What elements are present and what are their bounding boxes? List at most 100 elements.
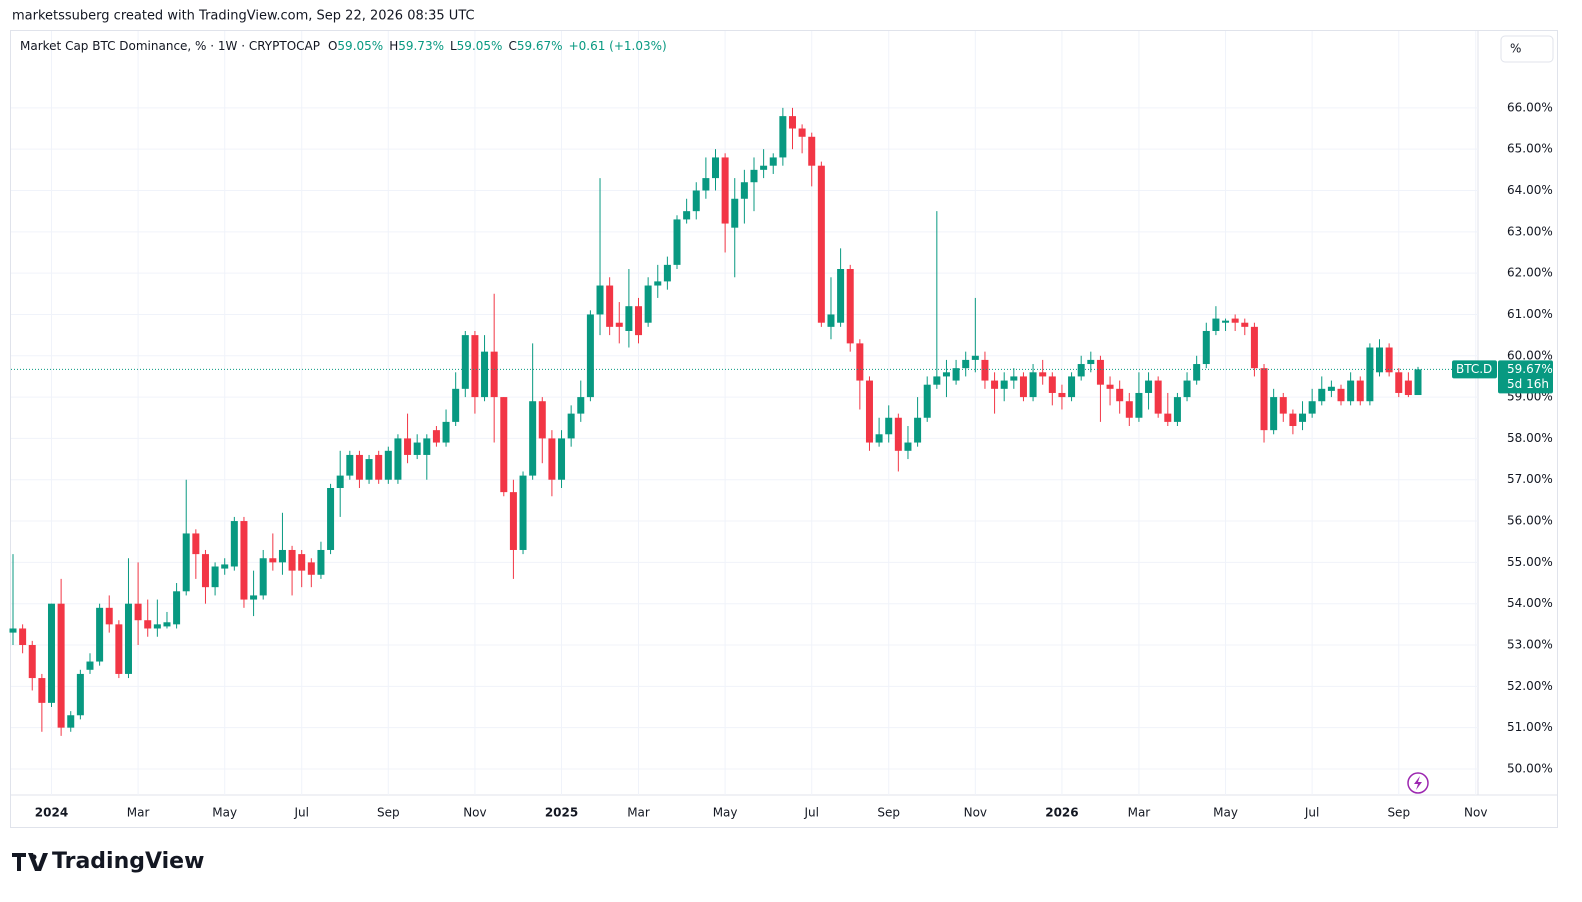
candle-body <box>731 198 739 228</box>
candle-body <box>856 343 864 381</box>
candle-body <box>1010 376 1018 381</box>
y-tick-label: 52.00% <box>1507 679 1553 693</box>
candle-body <box>327 487 335 550</box>
legend-change: +0.61 (+1.03%) <box>569 39 667 53</box>
candle-body <box>942 372 950 377</box>
candle-body <box>1029 372 1037 398</box>
candle-body <box>1289 413 1297 427</box>
candle-body <box>875 434 883 443</box>
candle-body <box>798 128 806 137</box>
candle-body <box>577 397 585 414</box>
lightning-icon[interactable] <box>1407 772 1429 794</box>
x-tick-label: Nov <box>463 806 486 820</box>
brand-logo <box>12 853 48 871</box>
candle-body <box>1241 322 1249 327</box>
candle-body <box>1173 397 1181 422</box>
y-tick-label: 57.00% <box>1507 472 1553 486</box>
candle-body <box>548 438 556 480</box>
candle-body <box>914 417 922 443</box>
x-tick-label: Mar <box>627 806 650 820</box>
x-tick-label: Jul <box>1304 806 1319 820</box>
candle-body <box>1404 380 1412 396</box>
x-tick-label: May <box>713 806 738 820</box>
candle-body <box>1193 364 1201 381</box>
last-price-tag <box>1498 360 1553 394</box>
grid <box>11 31 1478 795</box>
candle-body <box>952 368 960 381</box>
candle-body <box>779 116 787 158</box>
candle-body <box>1385 347 1393 373</box>
candle-body <box>1019 376 1027 398</box>
candle-body <box>230 521 238 567</box>
candle-body <box>57 603 65 728</box>
candles <box>9 107 1422 736</box>
candle-body <box>432 430 440 443</box>
chart-frame <box>10 30 1558 828</box>
candle-body <box>837 269 845 323</box>
y-tick-label: 66.00% <box>1507 100 1553 114</box>
symbol-tag-label: BTC.D <box>1456 362 1492 376</box>
x-tick-label: May <box>1213 806 1238 820</box>
candle-body <box>1222 320 1230 323</box>
y-tick-label: 50.00% <box>1507 761 1553 775</box>
y-tick-label: 61.00% <box>1507 307 1553 321</box>
x-tick-label: May <box>212 806 237 820</box>
candle-body <box>124 603 132 674</box>
candle-body <box>1414 369 1422 396</box>
candle-body <box>1279 397 1287 414</box>
candle-body <box>365 459 373 480</box>
candle-body <box>712 157 719 179</box>
candle-body <box>923 384 931 418</box>
x-tick-label: 2025 <box>545 806 578 820</box>
candle-body <box>885 417 893 435</box>
candle-body <box>461 335 469 389</box>
candle-body <box>663 264 671 282</box>
candle-body <box>1260 368 1268 431</box>
scale-button-label[interactable]: % <box>1510 42 1521 56</box>
candle-body <box>1395 372 1403 393</box>
candle-body <box>96 607 104 662</box>
candle-body <box>423 438 431 455</box>
x-tick-label: Sep <box>1387 806 1410 820</box>
candle-body <box>413 442 421 455</box>
x-tick-label: Sep <box>877 806 900 820</box>
y-tick-label: 63.00% <box>1507 224 1553 238</box>
candle-body <box>673 219 681 265</box>
candle-body <box>904 442 912 451</box>
candle-body <box>933 376 941 385</box>
candle-body <box>1000 380 1008 389</box>
candle-body <box>394 438 402 480</box>
candle-body <box>9 628 17 633</box>
candle-body <box>47 603 55 703</box>
candle-body <box>28 645 36 679</box>
candle-body <box>1212 318 1220 331</box>
countdown-label: 5d 16h <box>1507 377 1549 391</box>
candle-body <box>211 566 219 588</box>
candle-body <box>346 454 354 476</box>
x-tick-label: 2024 <box>35 806 68 820</box>
legend-key: H <box>389 39 398 53</box>
candle-body <box>846 269 854 344</box>
y-tick-label: 51.00% <box>1507 720 1553 734</box>
candle-body <box>615 322 623 327</box>
candle-body <box>981 359 989 381</box>
x-tick-label: Jul <box>803 806 818 820</box>
legend-value: 59.73% <box>398 39 444 53</box>
candle-body <box>721 157 729 224</box>
candle-body <box>67 715 75 728</box>
candle-body <box>259 558 267 596</box>
candle-body <box>1154 380 1162 414</box>
candle-body <box>817 165 825 323</box>
y-tick-label: 56.00% <box>1507 514 1553 528</box>
candle-body <box>163 622 171 627</box>
x-tick-label: Mar <box>127 806 150 820</box>
candle-body <box>221 564 229 569</box>
legend-key: O <box>328 39 337 53</box>
x-tick-label: Sep <box>377 806 400 820</box>
candle-body <box>702 178 710 191</box>
candle-body <box>1376 347 1384 373</box>
scale-button[interactable] <box>1500 35 1554 63</box>
candle-body <box>384 450 392 480</box>
candle-body <box>894 417 902 451</box>
candle-body <box>991 380 999 389</box>
